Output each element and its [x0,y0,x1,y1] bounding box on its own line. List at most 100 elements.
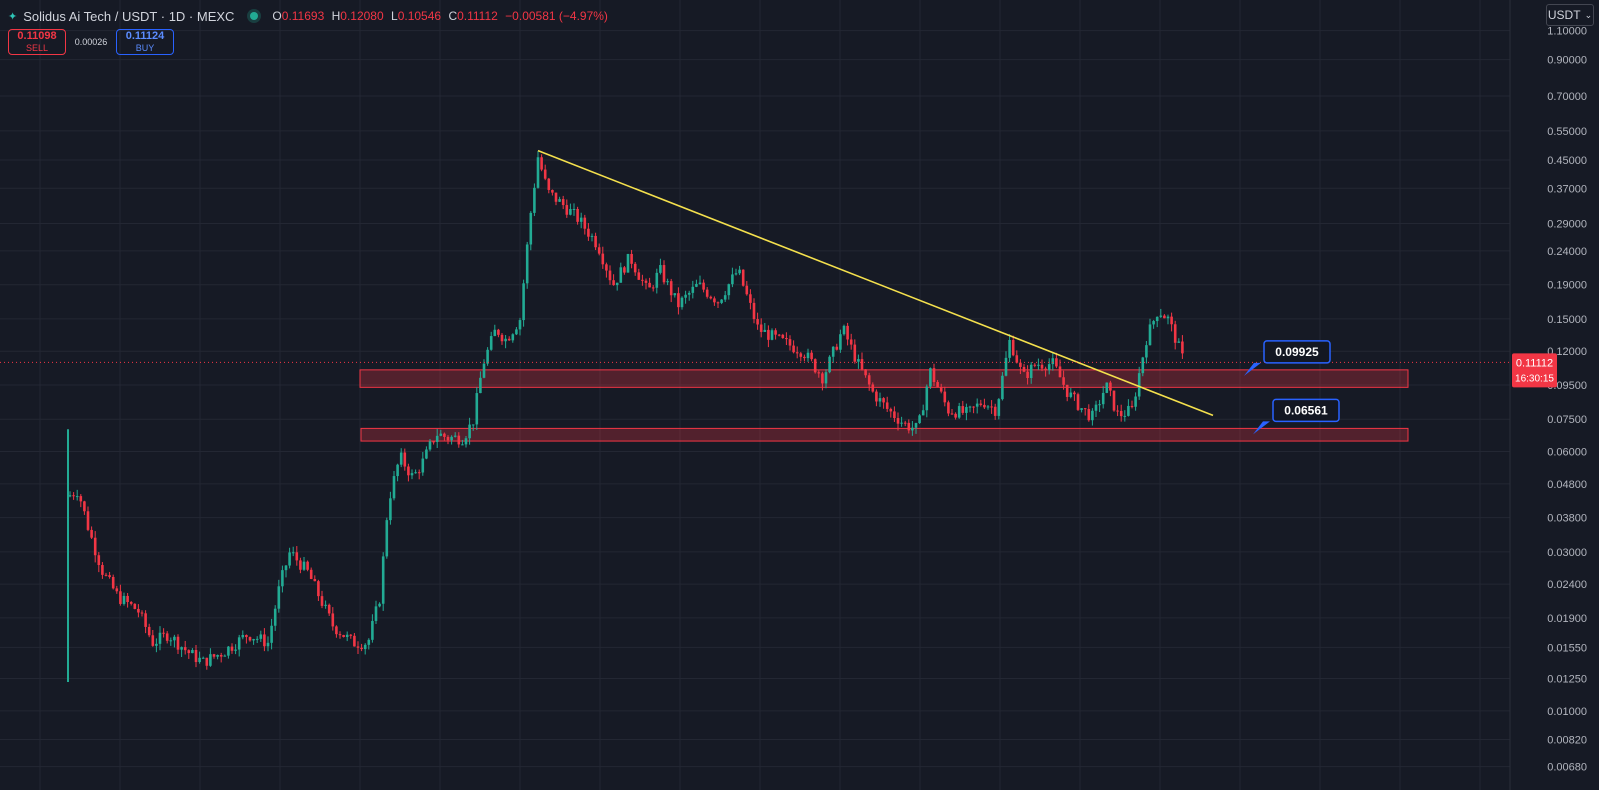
candle-body [1137,373,1141,397]
symbol-logo-icon: ✦ [8,10,18,23]
candle-body [698,282,702,284]
zone-label-text: 0.06561 [1284,403,1328,417]
candle-body [1058,366,1062,378]
candle-body [705,289,709,297]
currency-select[interactable]: USDT ⌄ [1546,4,1594,26]
candle-body [759,324,763,332]
candle-body [731,274,734,285]
last-price-value: 0.11112 [1516,357,1553,369]
candle-body [745,285,749,295]
candle-body [522,283,525,321]
candle-body [914,423,918,428]
candle-body [961,406,965,413]
candle-body [1159,315,1163,317]
label-pointer [1244,362,1261,376]
price-axis[interactable]: 1.10000 0.90000 0.70000 0.55000 0.45000 0.370… [1509,0,1587,790]
candle-body [1163,315,1166,319]
candle-body [947,402,950,414]
candle-body [1076,394,1080,410]
buy-button[interactable]: 0.11124 BUY [116,29,174,55]
candle-body [306,561,309,570]
candle-body [903,422,907,424]
candle-body [299,560,302,570]
candle-body [702,282,705,290]
candle-body [129,602,133,604]
candle-body [86,511,90,530]
candle-body [230,646,234,651]
candle-body [482,363,486,378]
candle-body [486,349,489,364]
candle-body [525,244,529,284]
price-tick-label: 0.70000 [1547,91,1587,103]
candle-body [939,387,943,392]
candle-body [396,464,399,477]
candle-body [187,650,191,654]
candle-body [356,646,360,648]
candle-body [457,435,461,445]
candle-body [1109,382,1112,391]
candle-body [410,473,414,476]
candle-body [389,498,392,521]
candle-body [414,472,417,474]
candle-body [1040,364,1044,369]
sell-button[interactable]: 0.11098 SELL [8,29,66,55]
candle-body [504,338,507,342]
candle-body [241,635,245,638]
candle-body [1119,410,1123,417]
candle-body [666,281,669,283]
candle-body [327,604,331,614]
candle-body [443,433,446,437]
price-tick-label: 0.01550 [1547,642,1587,654]
candle-body [450,436,453,441]
candle-body [907,422,911,431]
candle-body [277,586,281,609]
candle-body [1130,405,1134,407]
candle-body [849,339,853,345]
candle-body [421,458,425,473]
candle-body [432,441,435,443]
price-tick-label: 0.06000 [1547,447,1587,459]
trendline-layer[interactable] [537,149,1214,417]
candle-body [756,319,759,325]
candle-body [1127,405,1130,416]
candle-body [918,415,921,424]
candle-body [500,334,504,342]
candle-body [223,655,227,657]
chevron-down-icon: ⌄ [1584,9,1593,20]
candle-body [1094,404,1098,411]
candle-body [540,157,543,170]
candle-body [378,603,381,607]
price-tick-label: 0.03800 [1547,513,1587,525]
candle-body [590,235,594,237]
candle-body [655,272,659,288]
candle-body [464,438,468,445]
candle-body [871,384,875,392]
candle-body [227,646,230,656]
price-tick-label: 0.00820 [1547,735,1587,747]
candle-body [824,372,828,384]
candle-body [1004,357,1008,376]
candle-body [597,247,601,254]
spread-value: 0.00026 [74,37,108,47]
candle-body [115,588,119,592]
candle-body [363,644,367,650]
market-status-icon[interactable] [250,12,259,20]
candle-body [147,626,151,636]
candle-body [1051,358,1055,365]
candle-body [111,576,115,589]
candle-body [806,352,810,359]
candle-body [515,329,518,335]
candle-body [1033,364,1037,366]
candle-body [349,634,353,636]
symbol-title[interactable]: Solidus Ai Tech / USDT · 1D · MEXC [23,8,235,24]
candle-body [612,280,615,286]
candle-body [97,555,101,566]
candle-body [302,561,306,570]
candle-body [752,302,756,320]
candle-body [1148,324,1152,346]
sell-label: SELL [25,42,49,53]
candle-body [90,529,93,538]
candle-body [561,199,565,206]
candle-body [936,382,939,388]
